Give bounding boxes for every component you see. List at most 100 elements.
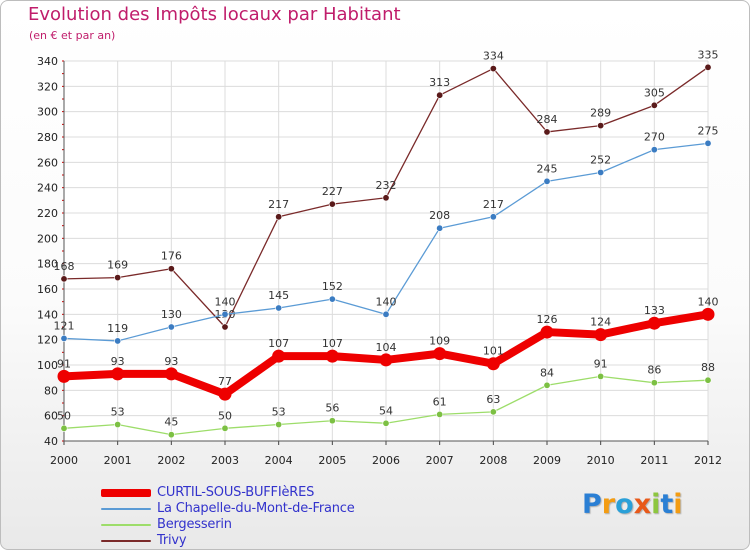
data-point: [489, 408, 497, 416]
legend-label-curtil: CURTIL-SOUS-BUFFIèRES: [157, 485, 315, 500]
data-label: 252: [590, 153, 611, 166]
data-point: [704, 63, 712, 71]
data-label: 130: [161, 308, 182, 321]
data-label: 61: [433, 395, 447, 408]
data-label: 56: [325, 402, 339, 415]
legend-label-bergesserin: Bergesserin: [157, 517, 232, 532]
y-tick-label: 60: [44, 410, 58, 423]
y-tick-label: 160: [37, 283, 58, 296]
data-point: [275, 213, 283, 221]
y-tick-label: 180: [37, 258, 58, 271]
x-tick-label: 2008: [479, 454, 507, 467]
data-label: 133: [644, 304, 665, 317]
chart-title: Evolution des Impôts locaux par Habitant: [28, 4, 401, 25]
x-tick-label: 2011: [640, 454, 668, 467]
data-label: 140: [376, 295, 397, 308]
data-point: [650, 101, 658, 109]
data-label: 93: [111, 355, 125, 368]
x-tick-label: 2010: [587, 454, 615, 467]
data-point: [272, 349, 286, 363]
data-label: 145: [268, 289, 289, 302]
data-point: [650, 146, 658, 154]
data-label: 168: [54, 260, 75, 273]
data-point: [328, 295, 336, 303]
data-point: [328, 200, 336, 208]
data-label: 169: [107, 259, 128, 272]
data-point: [114, 421, 122, 429]
legend-swatch-la-chapelle: [101, 508, 151, 510]
data-label: 107: [322, 337, 343, 350]
data-label: 140: [215, 295, 236, 308]
data-point: [704, 139, 712, 147]
data-label: 270: [644, 131, 665, 144]
x-tick-label: 2009: [533, 454, 561, 467]
data-label: 93: [164, 355, 178, 368]
data-point: [57, 369, 71, 383]
data-point: [111, 367, 125, 381]
data-label: 84: [540, 366, 554, 379]
data-point: [114, 274, 122, 282]
data-point: [647, 316, 661, 330]
data-point: [597, 372, 605, 380]
data-label: 335: [698, 48, 719, 61]
data-label: 140: [698, 295, 719, 308]
data-label: 101: [483, 345, 504, 358]
data-label: 232: [376, 179, 397, 192]
logo-letter: o: [615, 489, 634, 520]
logo-letter: x: [633, 489, 652, 520]
data-point: [436, 91, 444, 99]
x-tick-label: 2007: [426, 454, 454, 467]
data-label: 275: [698, 124, 719, 137]
data-point: [543, 381, 551, 389]
data-label: 91: [594, 357, 608, 370]
data-label: 152: [322, 280, 343, 293]
legend-swatch-curtil: [101, 489, 151, 497]
data-label: 121: [54, 319, 75, 332]
data-point: [167, 431, 175, 439]
data-point: [275, 421, 283, 429]
data-label: 334: [483, 50, 504, 63]
data-label: 53: [111, 406, 125, 419]
data-point: [114, 337, 122, 345]
data-label: 217: [268, 198, 289, 211]
y-tick-label: 40: [44, 435, 58, 448]
data-label: 88: [701, 361, 715, 374]
legend-swatch-bergesserin: [101, 524, 151, 526]
x-tick-label: 2005: [318, 454, 346, 467]
data-label: 124: [590, 316, 611, 329]
data-point: [382, 310, 390, 318]
data-point: [704, 376, 712, 384]
data-point: [60, 275, 68, 283]
data-label: 53: [272, 406, 286, 419]
y-tick-label: 260: [37, 156, 58, 169]
legend-swatch-trivy: [101, 540, 151, 542]
data-point: [489, 213, 497, 221]
data-point: [540, 325, 554, 339]
data-point: [275, 304, 283, 312]
data-label: 284: [537, 113, 558, 126]
data-point: [379, 353, 393, 367]
data-point: [650, 379, 658, 387]
x-tick-label: 2006: [372, 454, 400, 467]
data-label: 91: [57, 357, 71, 370]
y-tick-label: 100: [37, 359, 58, 372]
y-tick-label: 340: [37, 55, 58, 68]
chart-subtitle: (en € et par an): [29, 29, 116, 42]
x-tick-label: 2003: [211, 454, 239, 467]
proxiti-logo: Proxiti: [582, 489, 683, 520]
y-tick-label: 80: [44, 384, 58, 397]
x-tick-label: 2002: [157, 454, 185, 467]
logo-letter: i: [651, 489, 661, 520]
data-point: [701, 307, 715, 321]
data-point: [167, 323, 175, 331]
y-tick-label: 280: [37, 131, 58, 144]
data-point: [164, 367, 178, 381]
data-point: [325, 349, 339, 363]
data-label: 305: [644, 86, 665, 99]
x-tick-label: 2000: [50, 454, 78, 467]
legend-label-trivy: Trivy: [157, 533, 187, 548]
data-point: [489, 65, 497, 73]
data-point: [594, 328, 608, 342]
data-label: 107: [268, 337, 289, 350]
